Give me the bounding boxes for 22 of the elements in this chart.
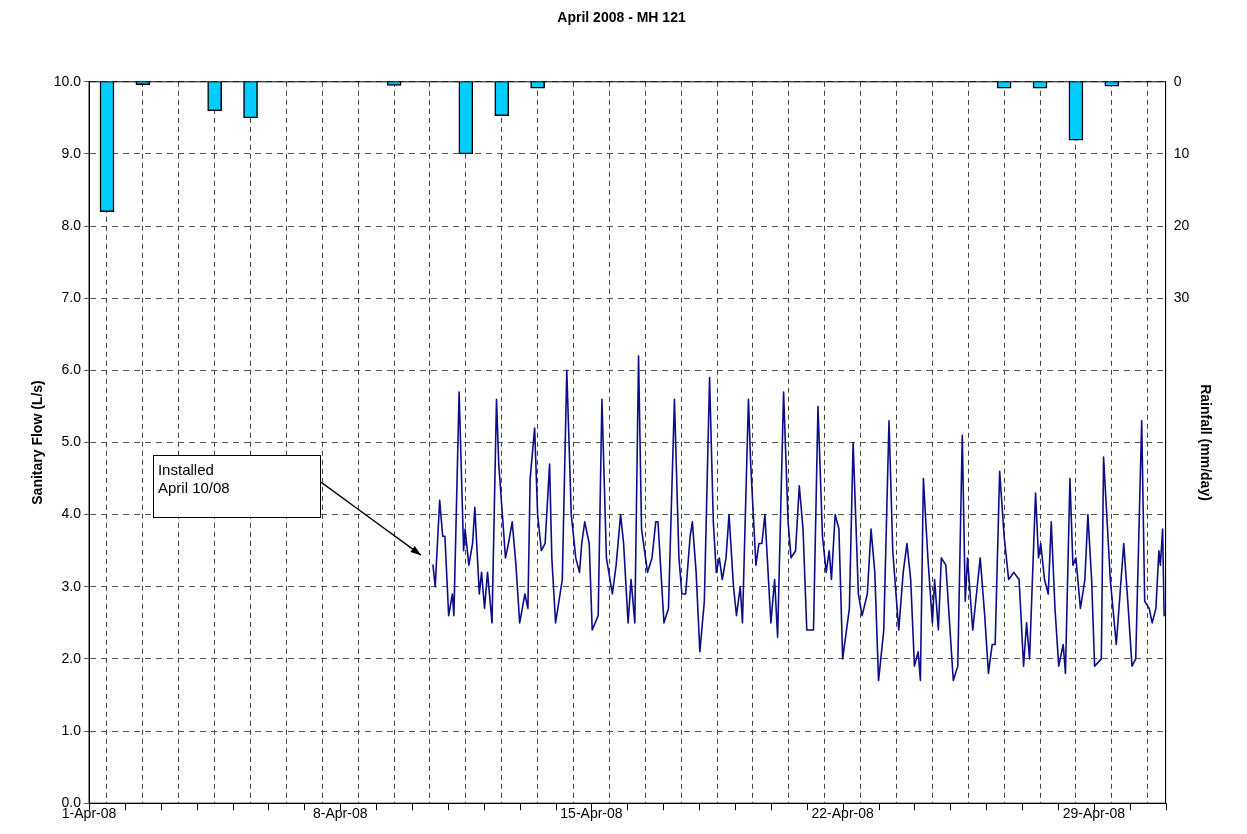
chart-title: April 2008 - MH 121	[557, 9, 686, 26]
y-tick-label: 5.0	[61, 433, 82, 450]
y-tick-label: 3.0	[61, 577, 82, 594]
x-tick-label: 29-Apr-08	[1062, 805, 1126, 822]
y2-axis-title: Rainfall (mm/day)	[1197, 384, 1214, 501]
y-tick-label: 7.0	[61, 289, 82, 306]
y-tick-label: 8.0	[61, 216, 82, 233]
y-tick-label: 6.0	[61, 361, 82, 378]
y-tick-label: 9.0	[61, 144, 82, 161]
y-tick-label: 10.0	[53, 72, 82, 89]
y-tick-label: 4.0	[61, 505, 82, 522]
y-tick-label: 1.0	[61, 721, 82, 738]
y2-tick-label: 0	[1173, 72, 1182, 89]
x-tick-label: 22-Apr-08	[811, 805, 874, 822]
y-tick-label: 2.0	[61, 649, 82, 666]
y2-tick-label: 20	[1173, 216, 1190, 233]
x-tick-label: 15-Apr-08	[560, 805, 623, 822]
y2-tick-label: 30	[1173, 289, 1190, 306]
y-axis-title: Sanitary Flow (L/s)	[29, 380, 46, 505]
x-tick-label: 8-Apr-08	[313, 805, 368, 822]
y2-tick-label: 10	[1173, 144, 1190, 161]
callout-box: Installed April 10/08	[152, 455, 321, 519]
